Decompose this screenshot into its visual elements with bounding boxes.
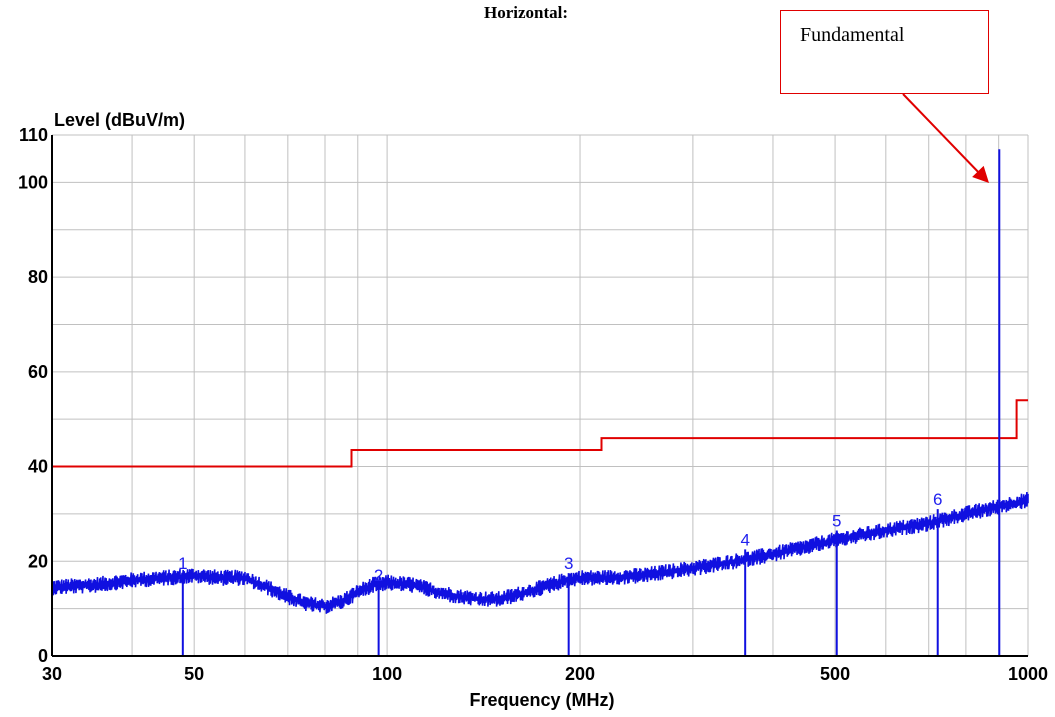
- marker-label: 4: [740, 530, 749, 549]
- y-tick-label: 0: [38, 646, 48, 666]
- marker-label: 2: [374, 566, 383, 585]
- marker-label: 1: [178, 554, 187, 573]
- y-tick-label: 80: [28, 267, 48, 287]
- callout-arrow-shaft: [902, 93, 984, 178]
- x-tick-label: 1000: [1008, 664, 1048, 684]
- y-tick-label: 40: [28, 457, 48, 477]
- x-tick-label: 200: [565, 664, 595, 684]
- fundamental-callout-box: Fundamental: [780, 10, 989, 94]
- x-tick-label: 100: [372, 664, 402, 684]
- callout-arrowhead: [972, 165, 989, 183]
- x-tick-label: 30: [42, 664, 62, 684]
- marker-label: 3: [564, 554, 573, 573]
- chart-heading: Horizontal:: [484, 3, 569, 22]
- x-tick-label: 500: [820, 664, 850, 684]
- y-tick-label: 60: [28, 362, 48, 382]
- marker-label: 5: [832, 511, 841, 530]
- fundamental-callout-label: Fundamental: [800, 24, 905, 46]
- marker-label: 6: [933, 490, 942, 509]
- limit-line: [52, 399, 1028, 468]
- y-tick-label: 110: [19, 125, 48, 145]
- y-axis-label: Level (dBuV/m): [54, 110, 185, 130]
- plot-area: [52, 135, 1028, 656]
- x-axis-label: Frequency (MHz): [469, 690, 614, 710]
- y-tick-label: 100: [18, 172, 48, 192]
- x-tick-label: 50: [184, 664, 204, 684]
- y-tick-label: 20: [28, 551, 48, 571]
- measured-trace: [51, 491, 1029, 614]
